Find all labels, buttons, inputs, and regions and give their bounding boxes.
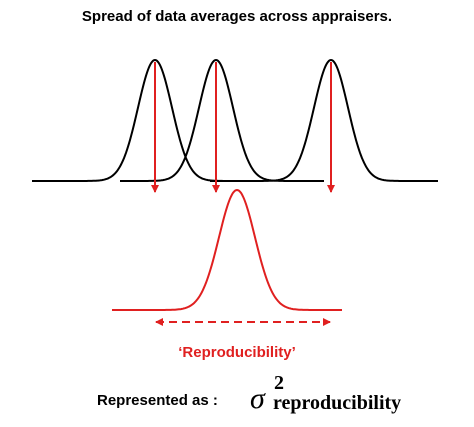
sigma-symbol: σ [250, 382, 265, 415]
appraiser-2-distribution-curve [120, 58, 324, 182]
diagram-title: Spread of data averages across appraiser… [81, 8, 393, 25]
formula-subscript: reproducibility [273, 392, 402, 414]
averages-distribution-curve [112, 188, 342, 311]
appraiser-1-distribution-curve [32, 58, 255, 182]
formula-superscript: 2 [274, 372, 284, 394]
appraiser-3-distribution-curve [210, 58, 438, 182]
represented-as-text: Represented as : [97, 392, 218, 409]
reproducibility-label: ‘Reproducibility’ [178, 344, 296, 361]
reproducibility-variance-formula: σ 2 reproducibility [250, 372, 410, 420]
